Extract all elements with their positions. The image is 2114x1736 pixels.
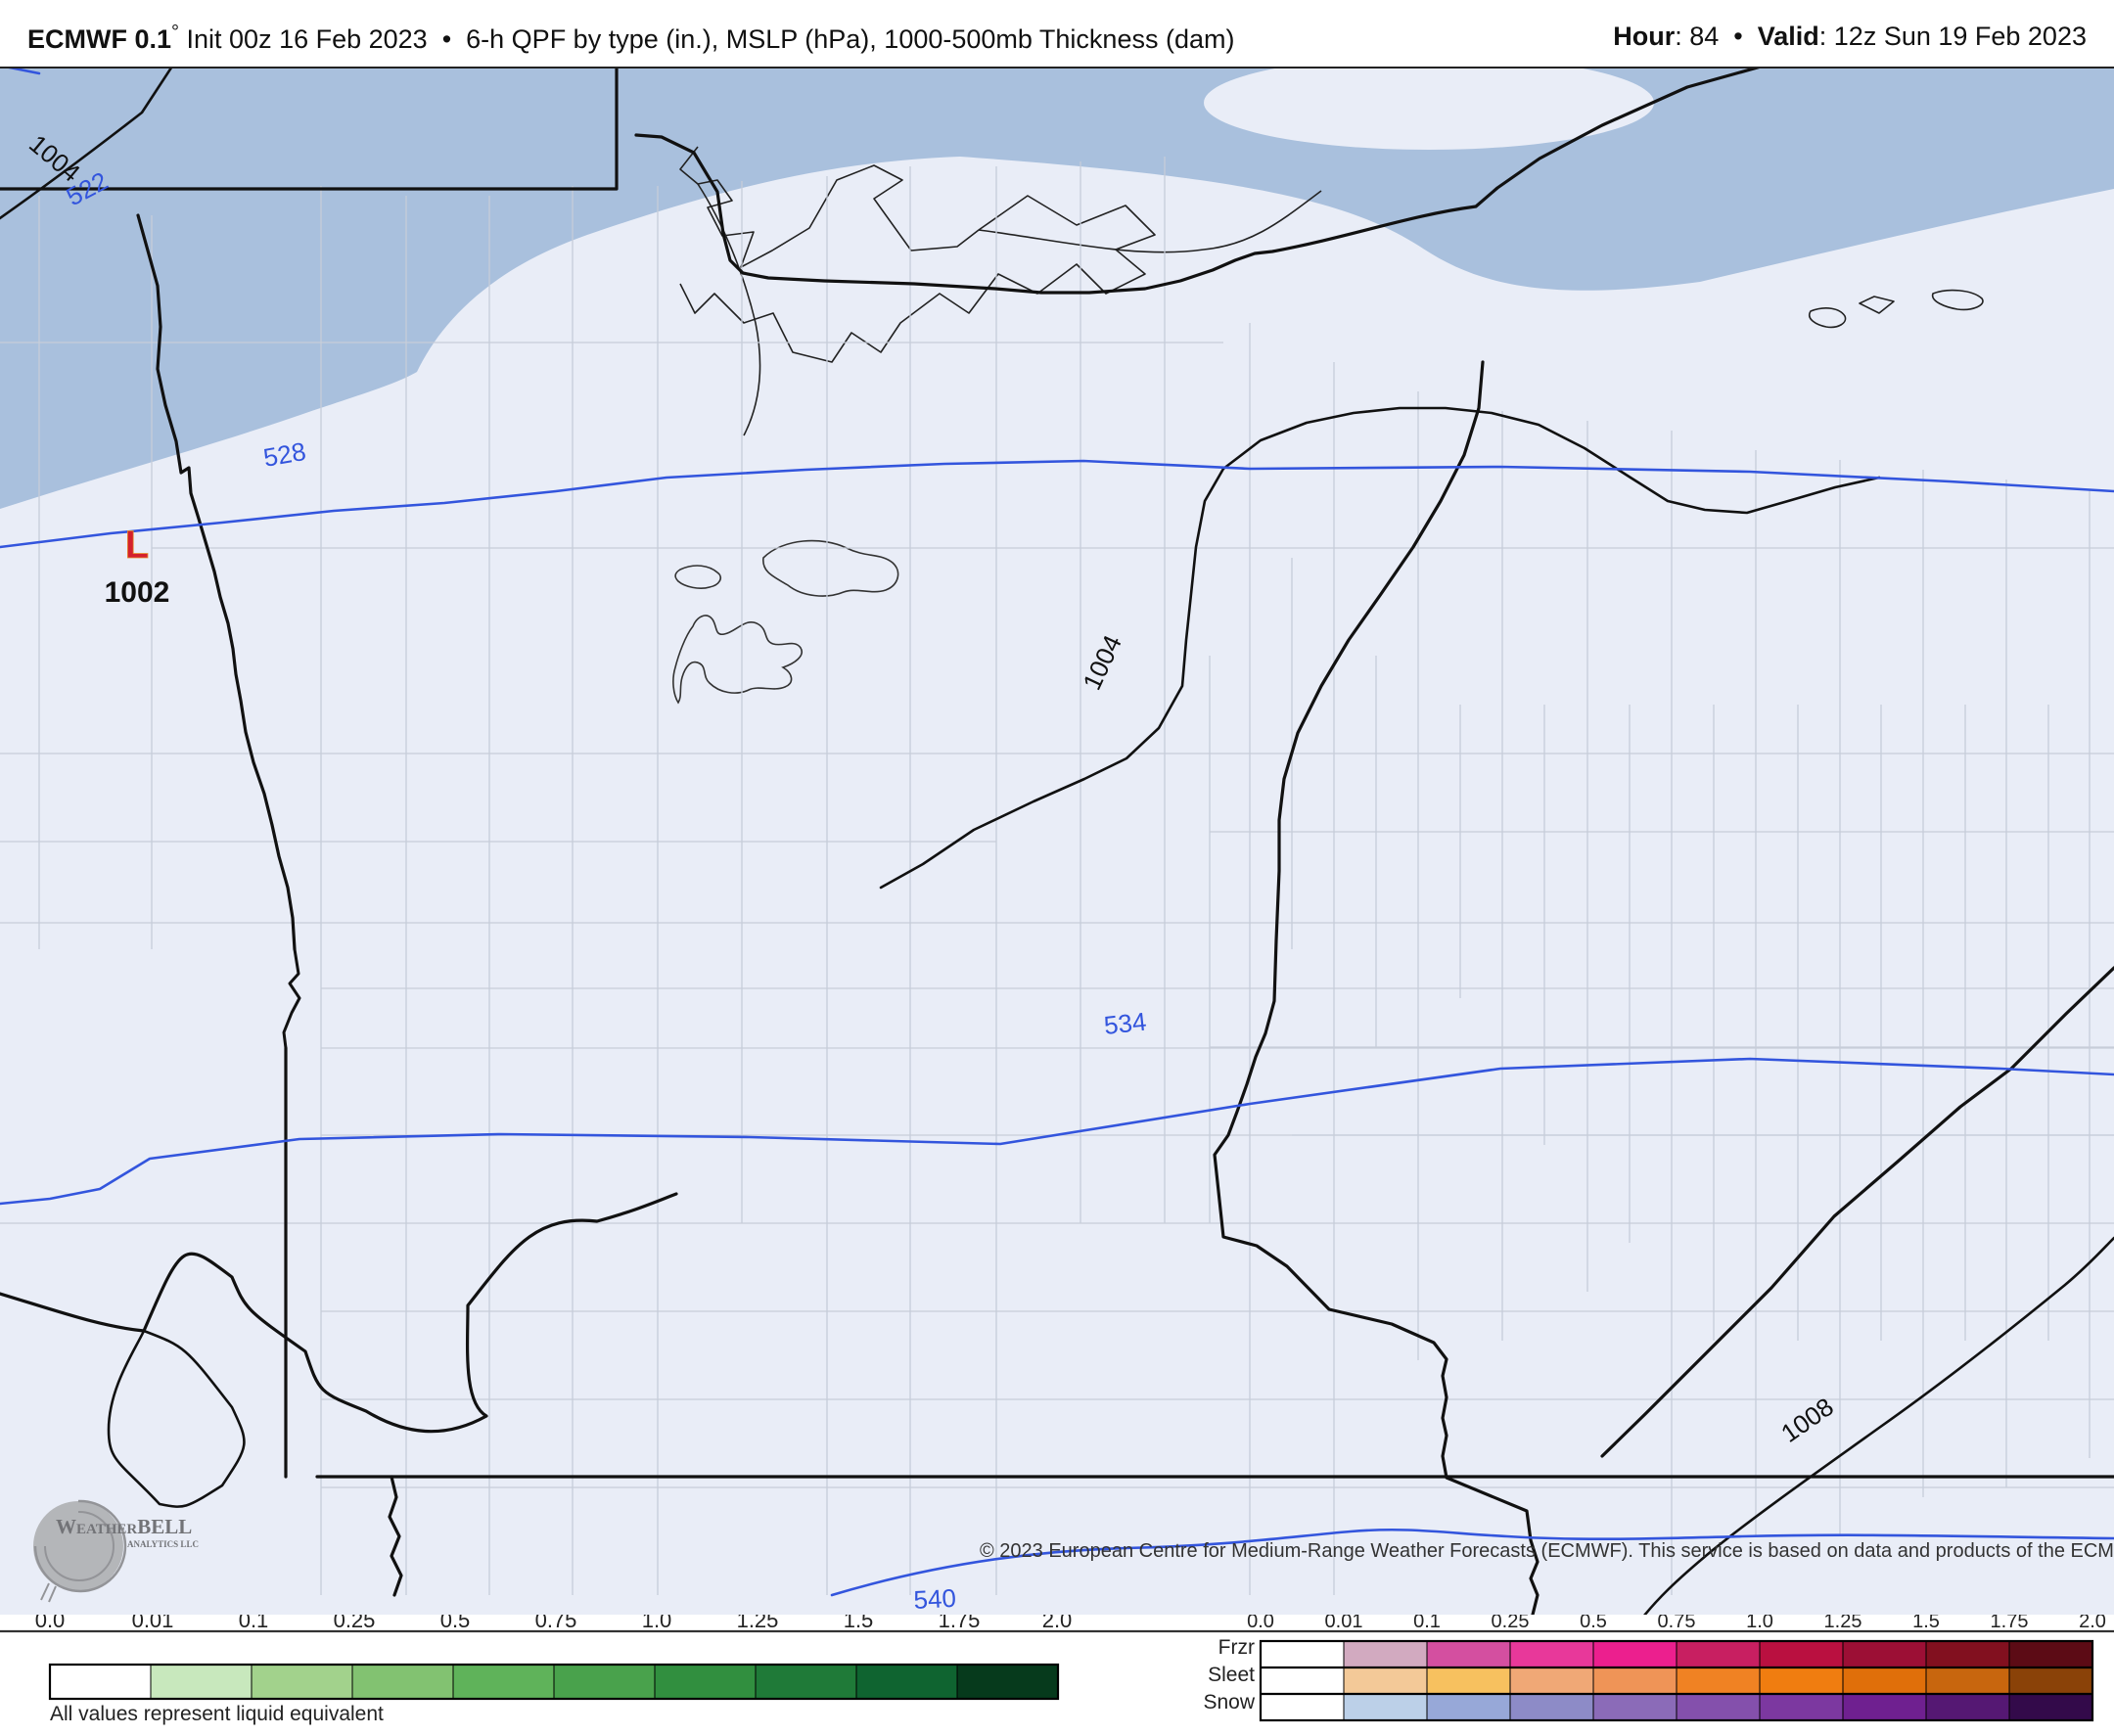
- svg-text:1.25: 1.25: [737, 1615, 779, 1632]
- svg-text:1.75: 1.75: [1991, 1615, 2029, 1632]
- svg-text:0.1: 0.1: [239, 1615, 269, 1632]
- svg-text:0.01: 0.01: [132, 1615, 174, 1632]
- svg-text:WEATHERBELL: WEATHERBELL: [56, 1515, 192, 1538]
- svg-text:1.25: 1.25: [1824, 1615, 1862, 1632]
- svg-text:0.0: 0.0: [35, 1615, 66, 1632]
- svg-text:Sleet: Sleet: [1208, 1664, 1255, 1686]
- svg-text:0.01: 0.01: [1325, 1615, 1363, 1632]
- svg-text:0.75: 0.75: [1658, 1615, 1696, 1632]
- svg-text:1.0: 1.0: [642, 1615, 672, 1632]
- svg-text:2.0: 2.0: [2079, 1615, 2106, 1632]
- svg-text:Frzr: Frzr: [1218, 1636, 1255, 1659]
- svg-text:1004: 1004: [1077, 630, 1127, 694]
- svg-text:1002: 1002: [105, 576, 170, 609]
- svg-text:All values represent liquid eq: All values represent liquid equivalent: [50, 1703, 384, 1725]
- svg-text:1.5: 1.5: [1912, 1615, 1940, 1632]
- svg-text:© 2023 European Centre for Med: © 2023 European Centre for Medium-Range …: [980, 1540, 2114, 1562]
- svg-text:1.0: 1.0: [1746, 1615, 1773, 1632]
- svg-text:0.5: 0.5: [1580, 1615, 1607, 1632]
- svg-text:0.0: 0.0: [1247, 1615, 1274, 1632]
- svg-text:540: 540: [913, 1583, 957, 1615]
- svg-text:1.5: 1.5: [844, 1615, 874, 1632]
- svg-text:1008: 1008: [1775, 1392, 1839, 1448]
- svg-text:0.25: 0.25: [334, 1615, 376, 1632]
- svg-text:0.5: 0.5: [440, 1615, 471, 1632]
- svg-text:534: 534: [1102, 1007, 1147, 1040]
- svg-text:2.0: 2.0: [1042, 1615, 1073, 1632]
- svg-text:Snow: Snow: [1203, 1691, 1255, 1713]
- svg-text:0.75: 0.75: [535, 1615, 577, 1632]
- svg-text:528: 528: [261, 436, 308, 473]
- svg-text:0.1: 0.1: [1413, 1615, 1441, 1632]
- svg-text:ANALYTICS LLC: ANALYTICS LLC: [127, 1539, 199, 1549]
- svg-text:0.25: 0.25: [1492, 1615, 1530, 1632]
- svg-text:L: L: [125, 524, 149, 567]
- svg-text:1.75: 1.75: [939, 1615, 981, 1632]
